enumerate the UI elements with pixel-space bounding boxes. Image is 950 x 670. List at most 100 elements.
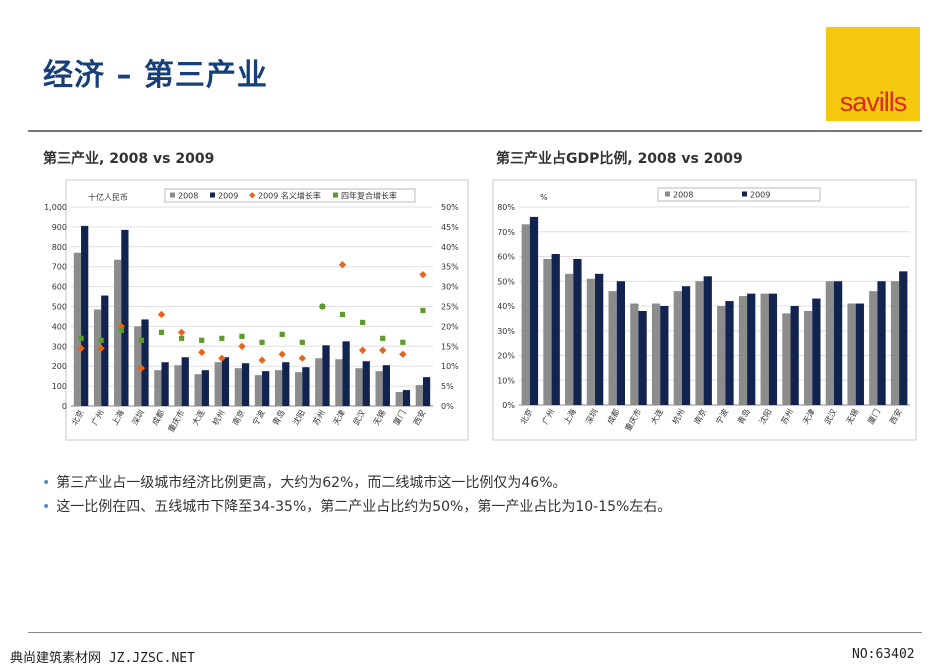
nominal-growth-point bbox=[399, 350, 407, 358]
y-tick-label: 800 bbox=[52, 243, 67, 252]
x-tick-label: 重庆市 bbox=[623, 407, 644, 433]
bar-2009 bbox=[422, 377, 431, 406]
cagr-point bbox=[400, 339, 406, 345]
savills-logo: savills bbox=[826, 27, 920, 121]
legend-box bbox=[164, 188, 416, 203]
bar-2008 bbox=[760, 293, 769, 405]
y-tick-label: 0% bbox=[502, 401, 515, 410]
bar-2009 bbox=[551, 254, 560, 405]
bar-2008 bbox=[869, 291, 878, 405]
y-tick-label: 70% bbox=[497, 228, 515, 237]
bullet-text: 这一比例在四、五线城市下降至34-35%，第二产业占比约为50%，第一产业占比为… bbox=[56, 499, 672, 515]
bar-2009 bbox=[768, 293, 778, 405]
y-tick-label: 900 bbox=[52, 223, 67, 232]
bar-2008 bbox=[651, 303, 661, 405]
bar-2009 bbox=[81, 225, 89, 406]
bar-2008 bbox=[847, 303, 856, 405]
y2-tick-label: 0% bbox=[441, 402, 454, 411]
nominal-growth-point bbox=[137, 364, 146, 372]
y-tick-label: 1,000 bbox=[44, 203, 67, 212]
bar-2009 bbox=[703, 276, 712, 405]
bar-2009 bbox=[595, 273, 604, 405]
chart-legend: 2008 2009 2009 名义增长率 四年复合增长率 bbox=[164, 188, 416, 203]
bar-2008 bbox=[335, 359, 343, 406]
header-divider bbox=[28, 130, 922, 132]
chart-legend: 2008 2009 bbox=[657, 187, 821, 202]
cagr-point bbox=[339, 311, 346, 318]
bar-2009 bbox=[877, 281, 886, 405]
y-tick-label: 0 bbox=[62, 402, 67, 411]
bar-2008 bbox=[274, 370, 283, 406]
bar-2008 bbox=[415, 385, 423, 406]
y2-tick-label: 5% bbox=[441, 382, 454, 391]
x-tick-label: 宁波 bbox=[713, 407, 730, 426]
y-tick-label: 60% bbox=[497, 253, 515, 262]
bar-2008 bbox=[803, 310, 813, 405]
x-tick-label: 深圳 bbox=[583, 407, 600, 426]
x-tick-label: 沈阳 bbox=[757, 407, 774, 426]
bar-2009 bbox=[262, 371, 270, 406]
legend-label: 四年复合增长率 bbox=[341, 191, 397, 201]
bullet-dot-icon: • bbox=[42, 475, 51, 491]
legend-label: 2009 bbox=[218, 192, 238, 201]
legend-swatch bbox=[170, 192, 175, 198]
x-tick-label: 西安 bbox=[887, 407, 904, 426]
bar-2008 bbox=[73, 252, 82, 406]
cagr-point bbox=[179, 335, 185, 341]
bar-2008 bbox=[543, 258, 552, 405]
chart-title-right: 第三产业占GDP比例, 2008 vs 2009 bbox=[496, 151, 743, 167]
y-tick-label: 30% bbox=[497, 327, 515, 336]
x-tick-label: 天津 bbox=[800, 407, 817, 426]
bar-2008 bbox=[315, 358, 323, 406]
bullet-item: • 这一比例在四、五线城市下降至34-35%，第二产业占比约为50%，第一产业占比… bbox=[42, 497, 671, 521]
image-number: NO:63402 bbox=[852, 647, 915, 662]
nominal-growth-point bbox=[258, 356, 266, 364]
bar-2009 bbox=[529, 216, 539, 405]
legend-swatch bbox=[333, 192, 338, 198]
y2-tick-label: 45% bbox=[441, 223, 459, 232]
slide-title: 经济 – 第三产业 bbox=[43, 58, 268, 93]
bar-2009 bbox=[402, 390, 411, 406]
bar-2009 bbox=[660, 306, 669, 405]
y2-tick-label: 35% bbox=[441, 263, 459, 272]
bar-2009 bbox=[812, 298, 821, 405]
bar-2008 bbox=[521, 224, 530, 405]
bullet-dot-icon: • bbox=[42, 499, 51, 515]
bar-2008 bbox=[194, 374, 202, 406]
bar-2008 bbox=[565, 273, 574, 405]
y-tick-label: 600 bbox=[52, 283, 67, 292]
y2-tick-label: 25% bbox=[441, 303, 459, 312]
y-tick-label: 400 bbox=[52, 322, 67, 331]
bar-2008 bbox=[695, 281, 704, 405]
y2-tick-label: 15% bbox=[441, 342, 459, 351]
bar-2009 bbox=[362, 361, 370, 406]
bar-2009 bbox=[282, 362, 290, 406]
bullet-list: • 第三产业占一级城市经济比例更高，大约为62%，而二线城市这一比例仅为46%。 … bbox=[42, 473, 671, 521]
bar-2009 bbox=[161, 362, 169, 406]
bar-2009 bbox=[681, 286, 691, 405]
bar-2008 bbox=[738, 296, 748, 405]
cagr-point bbox=[279, 331, 285, 337]
bar-2009 bbox=[181, 357, 189, 406]
cagr-point bbox=[319, 303, 325, 310]
chart-frame bbox=[65, 179, 469, 441]
bar-2009 bbox=[221, 357, 230, 406]
bar-2009 bbox=[573, 258, 582, 405]
x-tick-label: 青岛 bbox=[735, 407, 752, 426]
cagr-point bbox=[78, 335, 84, 341]
cagr-point bbox=[360, 319, 366, 326]
x-tick-label: 广州 bbox=[540, 407, 557, 426]
cagr-point bbox=[118, 327, 124, 333]
cagr-point bbox=[420, 307, 426, 314]
bar-2009 bbox=[790, 306, 799, 405]
bar-2009 bbox=[855, 303, 864, 405]
x-tick-label: 杭州 bbox=[670, 407, 687, 426]
chart-title-left: 第三产业, 2008 vs 2009 bbox=[43, 151, 215, 167]
bar-2008 bbox=[375, 371, 383, 406]
bar-2008 bbox=[825, 281, 834, 405]
y-tick-label: 50% bbox=[497, 277, 515, 286]
y-tick-label: 40% bbox=[497, 302, 515, 311]
bar-2008 bbox=[254, 375, 263, 406]
cagr-point bbox=[199, 337, 205, 343]
